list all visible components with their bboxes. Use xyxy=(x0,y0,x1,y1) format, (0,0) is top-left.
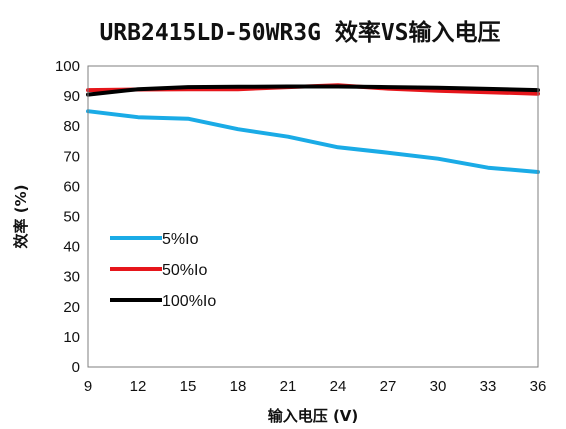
series-line xyxy=(86,109,540,174)
chart-title: URB2415LD-50WR3G 效率VS输入电压 xyxy=(99,19,500,46)
y-tick-label: 30 xyxy=(63,269,80,286)
y-axis-label: 效率 (%) xyxy=(12,185,30,249)
x-axis-label: 输入电压 (V) xyxy=(268,407,359,425)
y-tick-label: 0 xyxy=(72,359,80,376)
y-axis-ticks: 0 10 20 30 40 50 60 70 80 90 100 xyxy=(55,58,80,376)
legend-label: 100%Io xyxy=(162,293,216,310)
x-tick-label: 27 xyxy=(380,378,397,395)
y-tick-label: 40 xyxy=(63,239,80,256)
x-tick-label: 24 xyxy=(330,378,347,395)
series-lines xyxy=(86,83,540,174)
y-tick-label: 10 xyxy=(63,329,80,346)
x-axis-ticks: 9 12 15 18 21 24 27 30 33 36 xyxy=(84,378,547,395)
x-tick-label: 15 xyxy=(180,378,197,395)
x-tick-label: 18 xyxy=(230,378,247,395)
x-tick-label: 21 xyxy=(280,378,297,395)
plot-area-frame xyxy=(87,65,539,368)
y-tick-label: 80 xyxy=(63,118,80,135)
x-tick-label: 30 xyxy=(430,378,447,395)
y-tick-label: 50 xyxy=(63,209,80,226)
x-tick-label: 12 xyxy=(130,378,147,395)
legend-label: 5%Io xyxy=(162,231,199,248)
y-tick-label: 70 xyxy=(63,148,80,165)
legend-label: 50%Io xyxy=(162,262,207,279)
series-line xyxy=(86,84,540,97)
x-tick-label: 9 xyxy=(84,378,92,395)
x-tick-label: 33 xyxy=(480,378,497,395)
y-tick-label: 100 xyxy=(55,58,80,75)
x-tick-label: 36 xyxy=(530,378,547,395)
y-tick-label: 60 xyxy=(63,178,80,195)
y-tick-label: 90 xyxy=(63,88,80,105)
legend: 5%Io 50%Io 100%Io xyxy=(110,231,216,310)
y-tick-label: 20 xyxy=(63,299,80,316)
